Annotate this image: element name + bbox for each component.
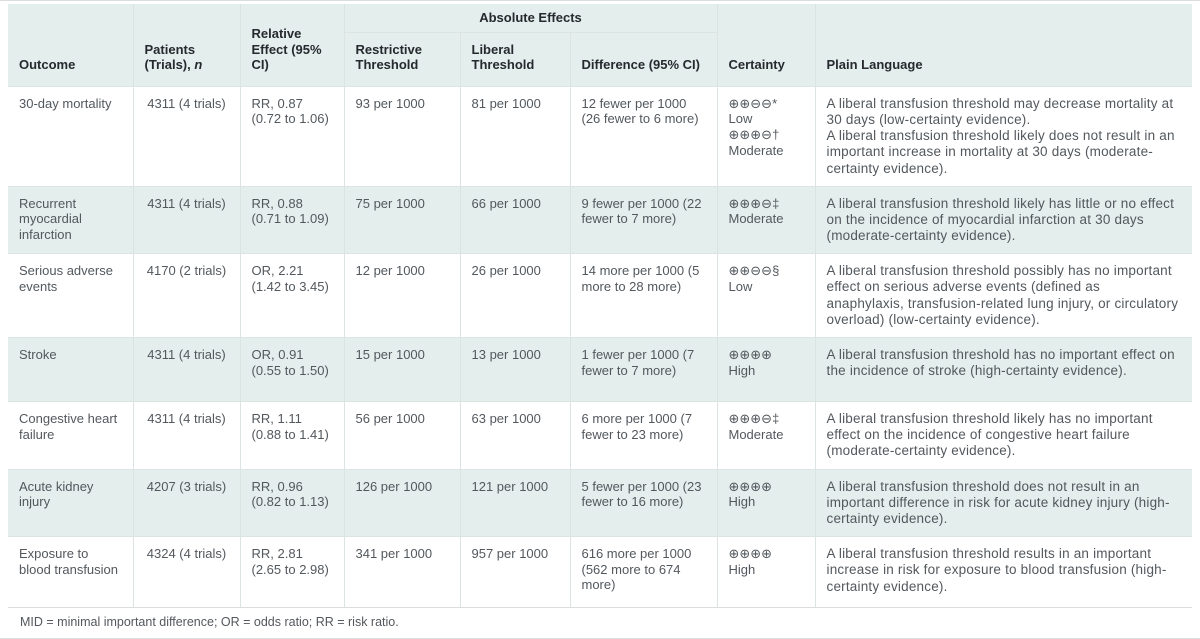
cell-outcome: Serious adverse events (7, 253, 134, 339)
cell-relative-effect: RR, 0.88 (0.71 to 1.09) (239, 185, 345, 255)
table-header: Outcome Patients (Trials), n Relative Ef… (7, 3, 1193, 87)
cell-plain-language: A liberal transfusion threshold likely h… (814, 401, 1193, 470)
cell-plain-language: A liberal transfusion threshold does not… (814, 468, 1193, 538)
cell-patients: 4170 (2 trials) (132, 253, 241, 339)
col-header-restrictive-threshold: Restrictive Threshold (343, 31, 461, 87)
cell-restrictive: 75 per 1000 (343, 185, 461, 255)
grade-evidence-table: Outcome Patients (Trials), n Relative Ef… (7, 3, 1193, 608)
col-header-plain-language: Plain Language (814, 3, 1193, 87)
cell-liberal: 121 per 1000 (459, 468, 571, 538)
cell-difference: 14 more per 1000 (5 more to 28 more) (569, 253, 718, 339)
cell-certainty: ⊕⊕⊕⊕ High (716, 468, 816, 538)
cell-liberal: 63 per 1000 (459, 401, 571, 470)
table-row: Stroke 4311 (4 trials) OR, 0.91 (0.55 to… (7, 337, 1193, 403)
cell-plain-language: A liberal transfusion threshold results … (814, 536, 1193, 608)
cell-certainty: ⊕⊕⊕⊕ High (716, 536, 816, 608)
cell-difference: 6 more per 1000 (7 fewer to 23 more) (569, 401, 718, 470)
cell-outcome: Congestive heart failure (7, 401, 134, 470)
cell-outcome: Exposure to blood transfusion (7, 536, 134, 608)
cell-certainty: ⊕⊕⊕⊕ High (716, 337, 816, 403)
abbreviations-footnote: MID = minimal important difference; OR =… (8, 606, 1192, 638)
cell-difference: 9 fewer per 1000 (22 fewer to 7 more) (569, 185, 718, 255)
cell-plain-language: A liberal transfusion threshold may decr… (814, 85, 1193, 187)
cell-outcome: Recurrent myocardial infarction (7, 185, 134, 255)
cell-outcome: Acute kidney injury (7, 468, 134, 538)
table-row: Exposure to blood transfusion 4324 (4 tr… (7, 536, 1193, 608)
patients-header-text: Patients (Trials), (144, 41, 196, 73)
cell-relative-effect: RR, 0.87 (0.72 to 1.06) (239, 85, 345, 187)
cell-relative-effect: OR, 2.21 (1.42 to 3.45) (239, 253, 345, 339)
cell-liberal: 957 per 1000 (459, 536, 571, 608)
table-row: Serious adverse events 4170 (2 trials) O… (7, 253, 1193, 339)
table-row: Recurrent myocardial infarction 4311 (4 … (7, 185, 1193, 255)
cell-outcome: 30-day mortality (7, 85, 134, 187)
cell-relative-effect: RR, 2.81 (2.65 to 2.98) (239, 536, 345, 608)
col-header-patients: Patients (Trials), n (132, 3, 241, 87)
table-row: Acute kidney injury 4207 (3 trials) RR, … (7, 468, 1193, 538)
cell-patients: 4207 (3 trials) (132, 468, 241, 538)
cell-liberal: 81 per 1000 (459, 85, 571, 187)
cell-restrictive: 341 per 1000 (343, 536, 461, 608)
col-header-liberal-threshold: Liberal Threshold (459, 31, 571, 87)
cell-certainty: ⊕⊕⊖⊖§ Low (716, 253, 816, 339)
cell-relative-effect: OR, 0.91 (0.55 to 1.50) (239, 337, 345, 403)
cell-relative-effect: RR, 0.96 (0.82 to 1.13) (239, 468, 345, 538)
cell-plain-language: A liberal transfusion threshold likely h… (814, 185, 1193, 255)
col-header-outcome: Outcome (7, 3, 134, 87)
cell-patients: 4311 (4 trials) (132, 185, 241, 255)
table-row: Congestive heart failure 4311 (4 trials)… (7, 401, 1193, 470)
cell-patients: 4324 (4 trials) (132, 536, 241, 608)
cell-restrictive: 93 per 1000 (343, 85, 461, 187)
cell-difference: 616 more per 1000 (562 more to 674 more) (569, 536, 718, 608)
col-header-difference: Difference (95% CI) (569, 31, 718, 87)
col-header-absolute-effects: Absolute Effects (343, 3, 718, 33)
cell-difference: 12 fewer per 1000 (26 fewer to 6 more) (569, 85, 718, 187)
cell-liberal: 66 per 1000 (459, 185, 571, 255)
cell-restrictive: 56 per 1000 (343, 401, 461, 470)
cell-plain-language: A liberal transfusion threshold has no i… (814, 337, 1193, 403)
cell-certainty: ⊕⊕⊖⊖* Low ⊕⊕⊕⊖† Moderate (716, 85, 816, 187)
table-body: 30-day mortality 4311 (4 trials) RR, 0.8… (7, 85, 1193, 608)
cell-restrictive: 15 per 1000 (343, 337, 461, 403)
cell-relative-effect: RR, 1.11 (0.88 to 1.41) (239, 401, 345, 470)
cell-patients: 4311 (4 trials) (132, 401, 241, 470)
cell-certainty: ⊕⊕⊕⊖‡ Moderate (716, 185, 816, 255)
cell-liberal: 26 per 1000 (459, 253, 571, 339)
cell-difference: 1 fewer per 1000 (7 fewer to 7 more) (569, 337, 718, 403)
col-header-relative-effect: Relative Effect (95% CI) (239, 3, 345, 87)
cell-restrictive: 12 per 1000 (343, 253, 461, 339)
patients-header-n: n (194, 57, 203, 73)
col-header-certainty: Certainty (716, 3, 816, 87)
cell-patients: 4311 (4 trials) (132, 85, 241, 187)
cell-liberal: 13 per 1000 (459, 337, 571, 403)
cell-difference: 5 fewer per 1000 (23 fewer to 16 more) (569, 468, 718, 538)
cell-patients: 4311 (4 trials) (132, 337, 241, 403)
cell-restrictive: 126 per 1000 (343, 468, 461, 538)
cell-certainty: ⊕⊕⊕⊖‡ Moderate (716, 401, 816, 470)
cell-plain-language: A liberal transfusion threshold possibly… (814, 253, 1193, 339)
table-row: 30-day mortality 4311 (4 trials) RR, 0.8… (7, 85, 1193, 187)
cell-outcome: Stroke (7, 337, 134, 403)
